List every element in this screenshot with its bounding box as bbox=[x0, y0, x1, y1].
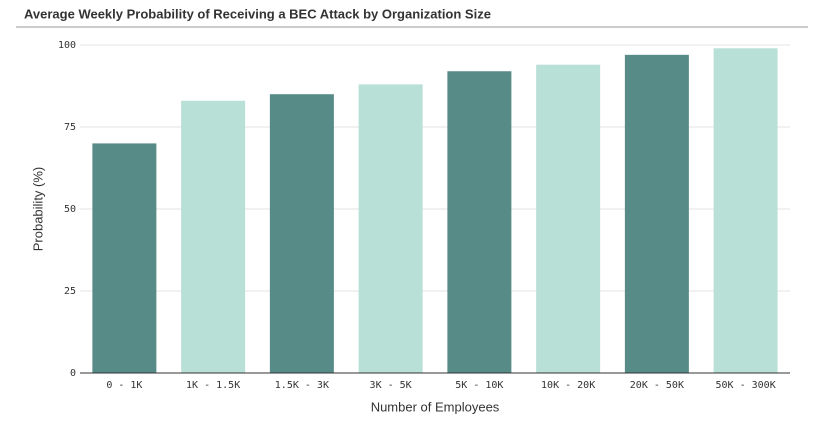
x-tick-label: 10K - 20K bbox=[541, 380, 595, 391]
x-tick-label: 5K - 10K bbox=[455, 380, 503, 391]
x-axis-label: Number of Employees bbox=[371, 399, 500, 414]
bar bbox=[447, 71, 512, 374]
x-tick-label: 20K - 50K bbox=[630, 380, 684, 391]
x-tick-label: 0 - 1K bbox=[106, 380, 142, 391]
bar bbox=[358, 84, 423, 374]
chart-title: Average Weekly Probability of Receiving … bbox=[24, 6, 491, 21]
bar bbox=[92, 143, 157, 373]
y-tick-label: 75 bbox=[64, 122, 76, 133]
x-tick-label: 1.5K - 3K bbox=[275, 380, 329, 391]
y-axis-label: Probability (%) bbox=[30, 167, 45, 252]
y-tick-label: 0 bbox=[70, 368, 76, 379]
bar bbox=[536, 64, 601, 374]
y-tick-label: 100 bbox=[58, 40, 76, 51]
bar bbox=[269, 94, 334, 373]
bar bbox=[713, 48, 778, 373]
x-tick-label: 50K - 300K bbox=[716, 380, 776, 391]
bar bbox=[181, 100, 246, 373]
y-tick-label: 25 bbox=[64, 286, 76, 297]
y-tick-label: 50 bbox=[64, 204, 76, 215]
x-tick-label: 3K - 5K bbox=[370, 380, 412, 391]
x-tick-label: 1K - 1.5K bbox=[186, 380, 240, 391]
bar bbox=[624, 54, 689, 374]
